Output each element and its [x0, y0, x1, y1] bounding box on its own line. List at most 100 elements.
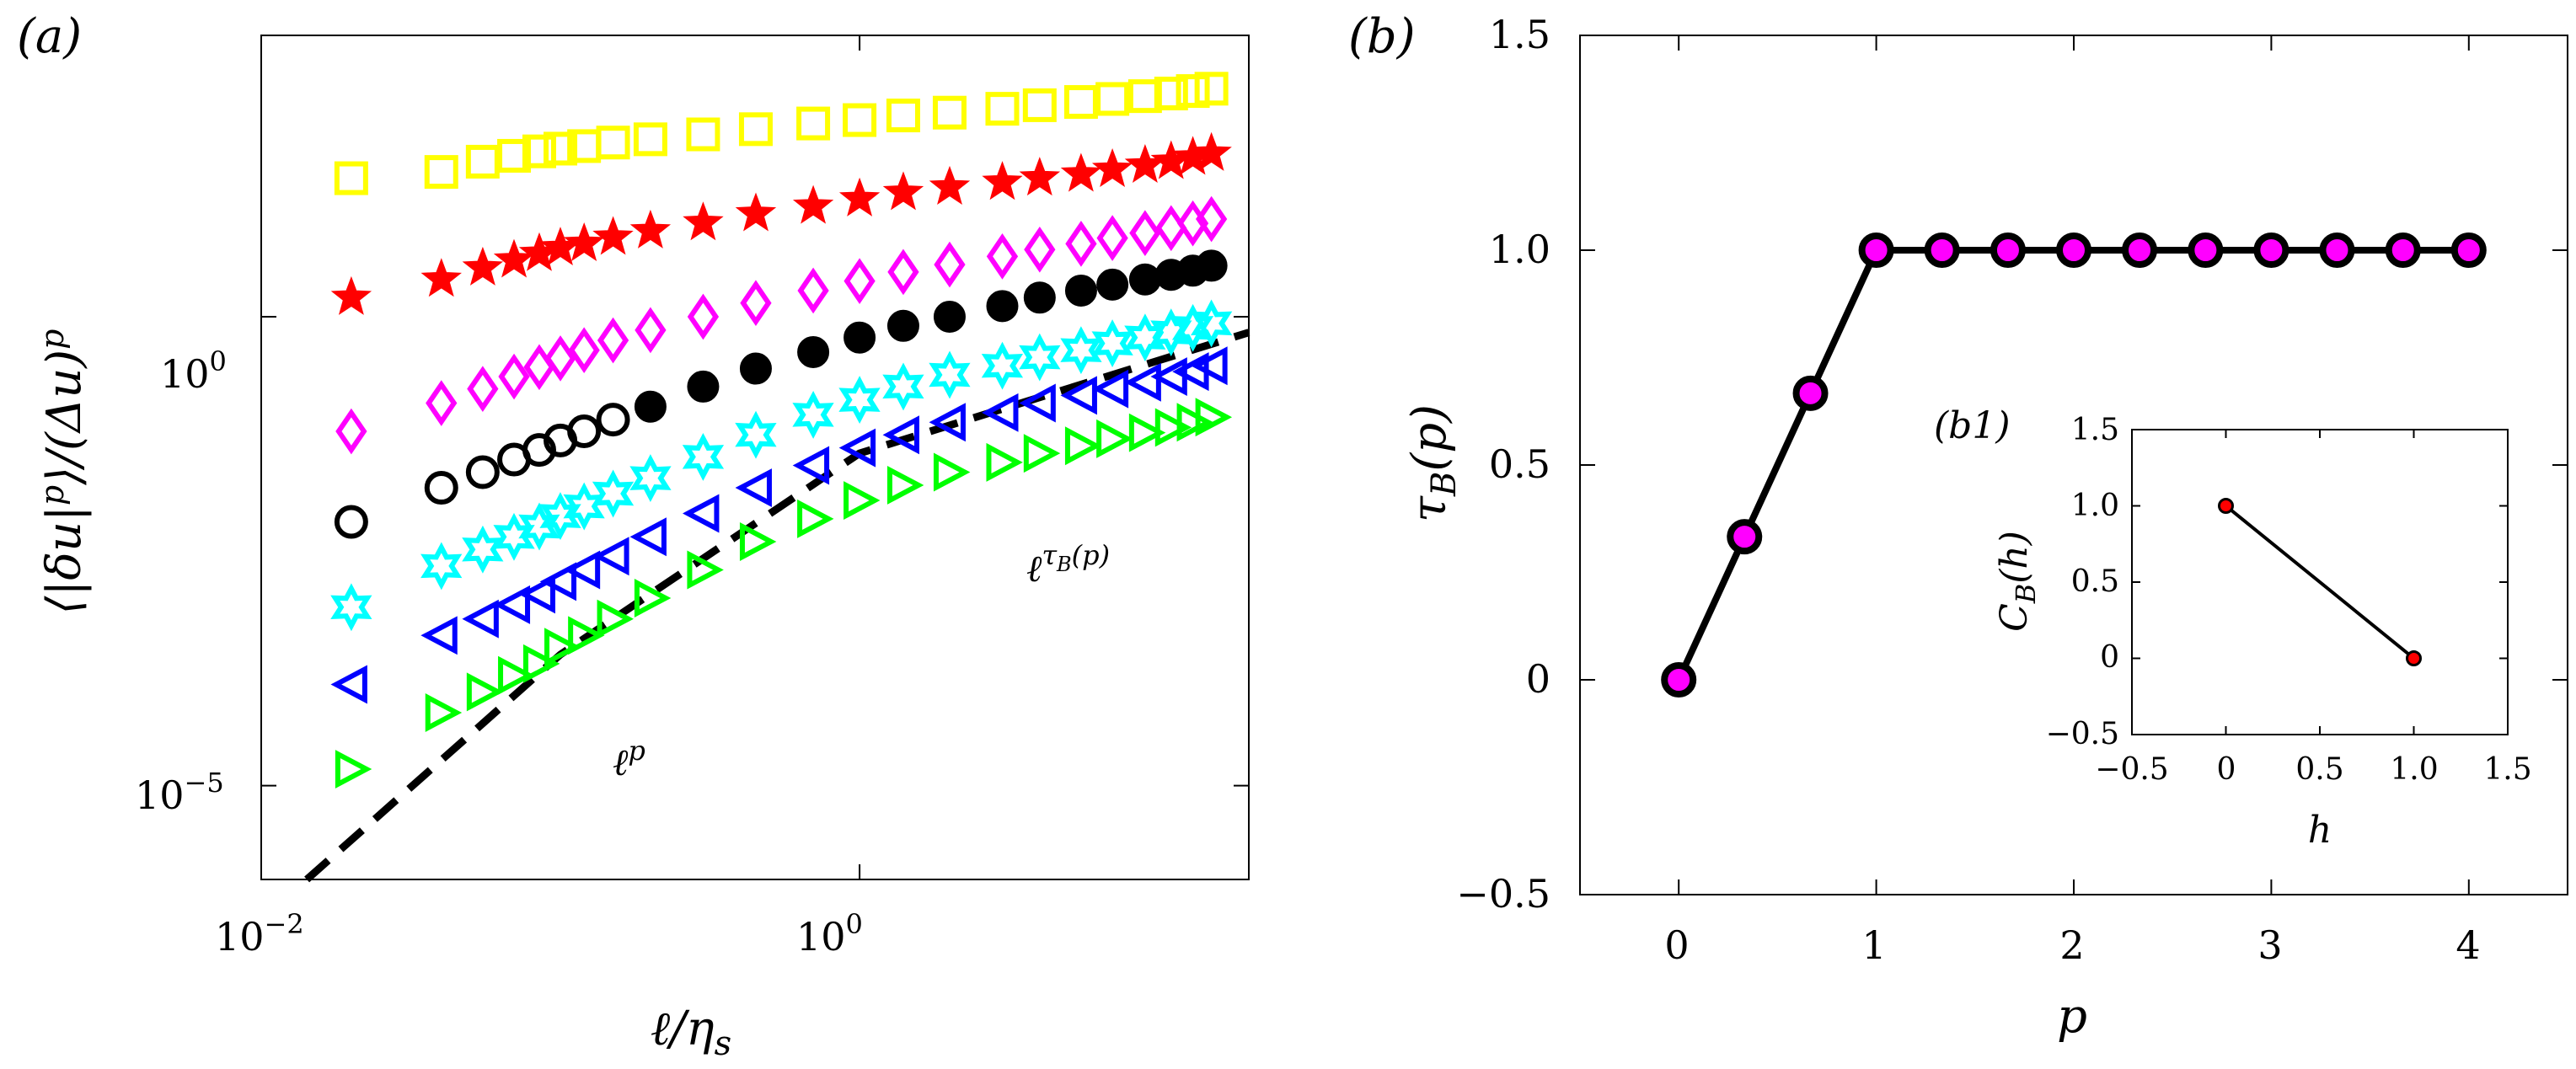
panel-b-xtick-label-3: 2 — [2059, 922, 2084, 968]
panel-a-series-4-point — [886, 309, 919, 342]
panel-a-ylabel: ⟨|δu|p⟩/(Δu)p — [34, 329, 92, 615]
panel-a-series-7-point — [739, 521, 777, 561]
panel-a-series-2-point — [982, 161, 1023, 200]
panel-a-series-5-point — [1019, 333, 1061, 382]
panel-a-series-1-point — [796, 106, 831, 141]
panel-a-series-4-point — [596, 403, 630, 437]
panel-a-series-1-point — [1063, 85, 1098, 120]
panel-a-series-2-point — [683, 201, 724, 241]
panel-a-series-1-point — [424, 155, 458, 190]
panel-a-series-5-point — [792, 390, 834, 439]
panel-a-series-2-point — [330, 275, 372, 315]
panel-a-series-7-point — [1154, 408, 1192, 447]
panel-a-xtick-label-2: 100 — [796, 908, 863, 959]
panel-a-series-4-point — [1064, 274, 1097, 307]
panel-b-label: (b) — [1348, 9, 1416, 64]
panel-a-series-3-point — [335, 408, 367, 455]
panel-a-series-1-point — [686, 117, 720, 152]
panel-a-series-1-point — [334, 161, 368, 195]
panel-a-series-1-point — [1095, 82, 1130, 116]
panel-a: (a) 100 10−5 10−2 100 ℓ/ηs ⟨|δu|p⟩/(Δu)p… — [17, 9, 1251, 1063]
panel-b-point — [1990, 233, 2026, 268]
panel-b1-tick-marks — [2131, 429, 2509, 735]
panel-b-ytick-label-5: 1.5 — [1489, 12, 1550, 57]
panel-a-series-3-point — [687, 293, 720, 340]
panel-a-series-6-point — [1191, 346, 1228, 386]
panel-a-series-5-point — [1171, 303, 1214, 352]
panel-a-series-3-point — [1196, 195, 1228, 243]
panel-a-series-7-point — [522, 644, 560, 683]
panel-a-series-6-point — [1091, 369, 1129, 409]
panel-a-series-7-point — [335, 750, 372, 789]
panel-b1-series — [2218, 498, 2422, 666]
panel-b1-point — [2406, 650, 2422, 666]
panel-b1-ytick-label-1: −0.5 — [2046, 717, 2119, 751]
panel-a-series-3-point — [498, 353, 530, 400]
panel-a-series-5-point — [1091, 319, 1133, 368]
panel-a-series-1-point — [886, 99, 920, 133]
panel-a-series-1-point — [1194, 72, 1229, 106]
panel-a-series-7-point — [498, 655, 535, 695]
panel-a-series-7-point — [1096, 419, 1133, 458]
panel-a-series-6-point — [518, 575, 555, 614]
panel-a-ytick-label-2: 10−5 — [135, 767, 224, 818]
panel-a-series-7-point — [568, 616, 605, 655]
panel-a-series-6-point — [1019, 383, 1056, 423]
panel-a-series-5-point — [735, 410, 777, 459]
panel-a-series-4-point — [843, 321, 876, 354]
panel-a-series-6-point — [735, 468, 772, 508]
panel-a-series-1-point — [843, 103, 877, 137]
panel-a-series-1-point — [465, 144, 500, 179]
panel-a-series-1-point — [544, 131, 578, 166]
panel-a-series-3-point — [843, 258, 876, 304]
panel-b1-xlabel: h — [2308, 809, 2332, 852]
panel-a-ytick-label-1: 100 — [160, 345, 227, 397]
panel-a-series-4-point — [797, 335, 830, 368]
panel-a-series-2-point — [629, 209, 672, 249]
panel-a-series-7-point — [634, 579, 672, 617]
panel-b-point — [2385, 233, 2421, 268]
panel-a-series-3-point — [1024, 226, 1056, 273]
panel-a-series-7-point — [1176, 403, 1213, 442]
panel-a-series-3-point — [544, 335, 576, 382]
panel-a-series-4-point — [687, 370, 720, 403]
panel-a-series-7-point — [425, 693, 463, 733]
panel-a-series-1-point — [738, 112, 773, 147]
panel-a-series-2-point — [838, 177, 881, 216]
panel-a-series-1-point — [1127, 79, 1162, 114]
panel-a-series-2-point — [1191, 131, 1232, 171]
panel-a-series-3-point — [797, 267, 829, 314]
panel-b-point — [2122, 233, 2158, 268]
panel-a-series-7-point — [597, 599, 634, 639]
panel-a-series-7-point — [687, 550, 724, 590]
panel-a-series-6-point — [1060, 376, 1097, 415]
panel-a-xlabel: ℓ/ηs — [651, 1002, 731, 1063]
panel-b-point — [1924, 233, 1960, 268]
panel-a-series-3-point — [887, 249, 919, 296]
panel-a-series-2-point — [1060, 152, 1102, 192]
panel-a-xtick-label-1: 10−2 — [215, 908, 304, 959]
panel-b-series — [1661, 233, 2487, 698]
panel-a-series-4-point — [522, 433, 556, 468]
panel-a-series-3-point — [635, 307, 667, 354]
panel-a-series-1 — [334, 72, 1229, 195]
panel-a-series-7-point — [933, 452, 971, 492]
panel-a-series-3-point — [597, 317, 629, 364]
panel-a-series-1-point — [932, 95, 967, 130]
panel-b1-ytick-label-3: 0.5 — [2071, 564, 2119, 599]
panel-a-series-1-point — [633, 122, 667, 157]
panel-b-xlabel: p — [2057, 989, 2087, 1044]
panel-a-series-2-point — [1019, 157, 1061, 196]
panel-a-series-4-point — [424, 471, 458, 505]
panel-a-series-2-point — [792, 184, 834, 224]
panel-b-ytick-label-1: −0.5 — [1456, 871, 1550, 917]
panel-a-series-1-point — [1176, 74, 1210, 109]
panel-a-series-6-point — [592, 537, 629, 576]
panel-b-ytick-label-2: 0 — [1526, 656, 1550, 702]
panel-a-series-6-point — [683, 494, 720, 533]
panel-a-series-3-point — [568, 327, 600, 374]
panel-a-series-5 — [330, 299, 1233, 632]
panel-a-series-3-point — [1155, 205, 1187, 252]
panel-b: (b) −0.5 0 0.5 1.0 1.5 0 1 2 3 4 p τB(p) — [1348, 9, 2568, 1044]
panel-a-series-4-point — [1023, 281, 1056, 314]
